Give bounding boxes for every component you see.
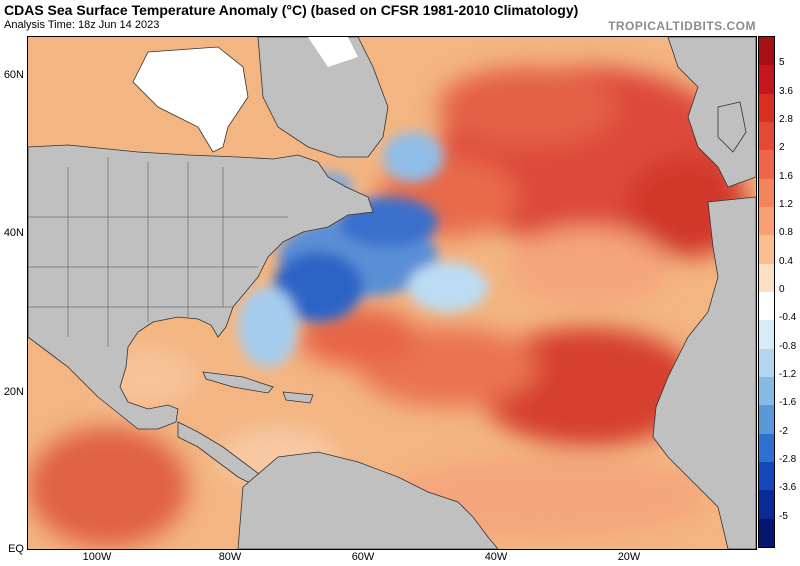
- cuba-land: [202, 371, 274, 394]
- color-scale-label: 1.2: [779, 199, 793, 210]
- color-scale-segment: [759, 65, 774, 95]
- state-borders: [28, 157, 288, 347]
- color-scale-label: 0: [779, 284, 785, 295]
- north-america-land: [28, 144, 374, 430]
- color-scale-label: 2: [779, 142, 785, 154]
- color-scale-label: -5: [779, 510, 788, 522]
- color-scale-label: 2.8: [779, 114, 793, 125]
- sst-anomaly-map: [27, 36, 757, 550]
- color-scale-label: -0.8: [779, 340, 797, 352]
- lat-label-60n: 60N: [3, 69, 24, 81]
- color-scale-bar: [758, 36, 775, 548]
- analysis-time: Analysis Time: 18z Jun 14 2023: [4, 19, 160, 31]
- color-scale-label: -2.8: [779, 454, 797, 465]
- color-scale-segment: [759, 377, 774, 406]
- color-scale-segment: [759, 263, 774, 293]
- labrador-land: [257, 37, 389, 158]
- color-scale-label: 1.6: [779, 170, 793, 182]
- lat-label-20n: 20N: [3, 386, 24, 398]
- color-scale-label: -2: [779, 425, 788, 437]
- color-scale-segment: [759, 405, 774, 435]
- color-scale-segment: [759, 178, 774, 208]
- south-america-land: [237, 451, 499, 549]
- color-scale-segment: [759, 490, 774, 520]
- color-scale-segment: [759, 292, 774, 321]
- lat-label-40n: 40N: [3, 227, 24, 239]
- cold-anomaly: [238, 132, 488, 367]
- lon-label-100w: 100W: [82, 551, 112, 563]
- color-scale-segment: [759, 518, 774, 548]
- british-isles-land: [717, 101, 747, 153]
- color-scale-segment: [759, 462, 774, 491]
- lon-label-60w: 60W: [351, 551, 375, 563]
- color-scale-segment: [759, 37, 774, 66]
- lat-label-eq: EQ: [8, 543, 24, 555]
- arctic-ice: [308, 37, 358, 67]
- color-scale-label: 0.8: [779, 227, 793, 239]
- color-scale-label: 3.6: [779, 85, 793, 97]
- color-scale-label: 5: [779, 57, 785, 69]
- color-scale-segment: [759, 348, 774, 378]
- lon-label-80w: 80W: [218, 551, 242, 563]
- color-scale-segment: [759, 150, 774, 180]
- color-scale-label: -1.2: [779, 369, 797, 380]
- brand-watermark: TROPICALTIDBITS.COM: [608, 19, 756, 33]
- greenland-ice: [132, 46, 249, 153]
- hispaniola-land: [282, 391, 314, 404]
- color-scale-label: 0.4: [779, 255, 793, 267]
- map-canvas: [28, 37, 756, 549]
- color-scale-segment: [759, 93, 774, 123]
- africa-land: [652, 196, 756, 549]
- color-scale-segment: [759, 320, 774, 350]
- color-scale-segment: [759, 122, 774, 151]
- color-scale-segment: [759, 433, 774, 463]
- color-scale-segment: [759, 207, 774, 236]
- lon-label-20w: 20W: [617, 551, 641, 563]
- color-scale-segment: [759, 235, 774, 265]
- color-scale-label: -3.6: [779, 482, 797, 494]
- color-scale-label: -0.4: [779, 312, 797, 324]
- lon-label-40w: 40W: [484, 551, 508, 563]
- color-scale-label: -1.6: [779, 397, 797, 409]
- map-title: CDAS Sea Surface Temperature Anomaly (°C…: [4, 2, 579, 18]
